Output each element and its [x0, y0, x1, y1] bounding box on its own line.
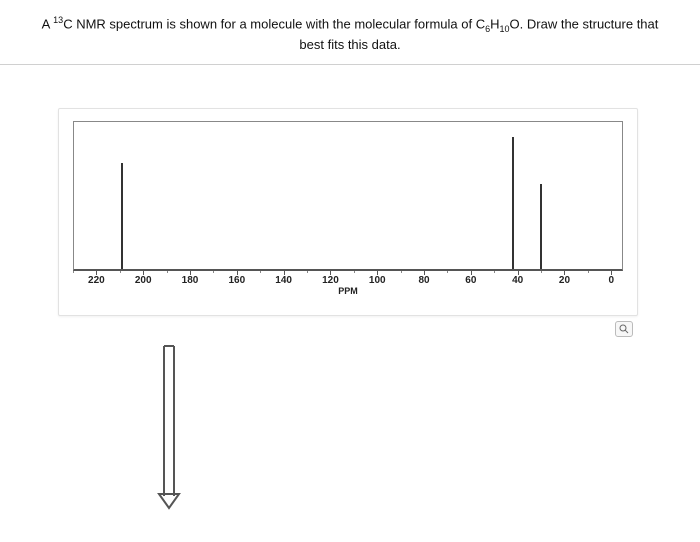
x-tick-label: 140 [275, 275, 292, 286]
x-minor-tick [401, 271, 402, 273]
x-minor-tick [447, 271, 448, 273]
question-text: A 13C NMR spectrum is shown for a molecu… [0, 0, 700, 65]
x-tick-label: 20 [559, 275, 570, 286]
q-prefix: A [42, 16, 54, 31]
x-tick-label: 180 [182, 275, 199, 286]
x-minor-tick [213, 271, 214, 273]
nmr-peak [540, 184, 542, 269]
x-minor-tick [541, 271, 542, 273]
q-h: H [490, 16, 499, 31]
zoom-button[interactable] [615, 321, 633, 337]
x-tick-label: 40 [512, 275, 523, 286]
x-tick-label: 220 [88, 275, 105, 286]
q-mid: C NMR spectrum is shown for a molecule w… [63, 16, 485, 31]
x-minor-tick [120, 271, 121, 273]
zoom-icon [619, 324, 629, 334]
x-minor-tick [167, 271, 168, 273]
x-minor-tick [260, 271, 261, 273]
x-tick-label: 200 [135, 275, 152, 286]
x-minor-tick [588, 271, 589, 273]
axis-title: PPM [338, 286, 358, 296]
q-line2: best fits this data. [299, 37, 400, 52]
nmr-spectrum-card: PPM 220200180160140120100806040200 [58, 108, 638, 316]
q-sub10: 10 [500, 24, 510, 34]
x-tick-label: 160 [228, 275, 245, 286]
x-minor-tick [307, 271, 308, 273]
x-tick-label: 120 [322, 275, 339, 286]
x-minor-tick [494, 271, 495, 273]
x-tick-label: 80 [419, 275, 430, 286]
x-tick-label: 100 [369, 275, 386, 286]
down-arrow [155, 340, 183, 510]
nmr-peak [512, 137, 514, 269]
q-o: O. Draw the structure that [510, 16, 659, 31]
x-tick-label: 0 [609, 275, 615, 286]
nmr-peak [121, 163, 123, 269]
x-tick-label: 60 [465, 275, 476, 286]
q-sup13: 13 [53, 15, 63, 25]
nmr-plot-area [73, 121, 623, 271]
x-minor-tick [354, 271, 355, 273]
x-axis: PPM 220200180160140120100806040200 [73, 271, 623, 301]
x-minor-tick [73, 271, 74, 273]
